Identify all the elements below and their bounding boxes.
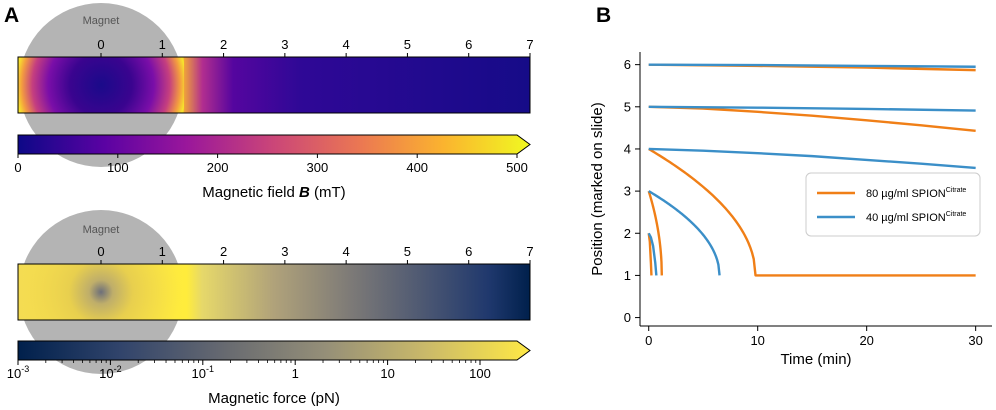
field-position-axis: 0 1 2 3 4 5 6 7: [97, 37, 534, 57]
field-colorbar-tick-label: 500: [506, 160, 528, 175]
chart-legend: 80 µg/ml SPIONCitrate 40 µg/ml SPIONCitr…: [805, 172, 981, 237]
position-tick-label: 3: [281, 244, 288, 259]
legend-label-80: 80 µg/ml SPIONCitrate: [866, 187, 966, 200]
field-panel: Magnet 0 1 2 3 4 5 6 7 0 100 200 300 400 500 Magneti…: [14, 3, 534, 201]
field-colorbar: 0 100 200 300 400 500 Magnetic field B (mT): [14, 134, 531, 201]
field-strip-frame: [17, 56, 531, 114]
force-colorbar-tick-label: 10-2: [99, 364, 121, 381]
force-colorbar-tick-label: 100: [469, 366, 491, 381]
force-panel: Magnet 0 1 2 3 4 5 6 7 10-3 10-2 10-1 1 10 100 Magne…: [7, 210, 534, 407]
force-strip-magnet-spot: [21, 264, 181, 320]
panel-label-b: B: [596, 4, 611, 27]
position-tick-label: 5: [404, 244, 411, 259]
field-strip-magnet-spot: [18, 57, 184, 113]
force-colorbar-tick-label: 1: [292, 366, 299, 381]
position-tick-label: 1: [159, 244, 166, 259]
chart-ticks: 0 10 20 30 0 1 2 3 4 5 6: [624, 57, 983, 348]
position-tick-label: 7: [526, 37, 533, 52]
series-line: [648, 63, 976, 68]
series-line: [648, 190, 721, 276]
series-line: [647, 232, 658, 276]
field-colorbar-tick-label: 0: [14, 160, 21, 175]
panel-label-a: A: [4, 4, 19, 27]
y-tick-label: 3: [624, 184, 631, 199]
magnet-label-bottom: Magnet: [83, 224, 120, 236]
field-colorbar-tick-label: 300: [307, 160, 329, 175]
y-tick-label: 0: [624, 310, 631, 325]
force-colorbar-label: Magnetic force (pN): [208, 390, 340, 407]
position-tick-label: 2: [220, 244, 227, 259]
y-axis-label: Position (marked on slide): [589, 102, 606, 275]
series-line: [648, 147, 976, 170]
force-colorbar-tick-label: 10-1: [192, 364, 214, 381]
x-tick-label: 10: [750, 333, 764, 348]
force-colorbar-bar: [17, 340, 531, 361]
position-tick-label: 3: [281, 37, 288, 52]
force-colorbar: 10-3 10-2 10-1 1 10 100 Magnetic force (pN): [7, 340, 531, 407]
y-tick-label: 2: [624, 226, 631, 241]
position-tick-label: 0: [97, 37, 104, 52]
field-colorbar-bar: [17, 134, 531, 155]
position-tick-label: 4: [343, 244, 350, 259]
y-tick-label: 1: [624, 268, 631, 283]
position-tick-label: 1: [159, 37, 166, 52]
position-tick-label: 0: [97, 244, 104, 259]
series-line: [647, 233, 653, 276]
force-colorbar-tick-label: 10: [380, 366, 394, 381]
field-colorbar-ticks: 0 100 200 300 400 500: [14, 154, 528, 175]
y-tick-label: 4: [624, 141, 631, 156]
chart-series: [647, 63, 976, 277]
series-line: [647, 190, 663, 276]
y-tick-label: 5: [624, 99, 631, 114]
x-tick-label: 30: [968, 333, 982, 348]
position-tick-label: 5: [404, 37, 411, 52]
legend-label-40: 40 µg/ml SPIONCitrate: [866, 211, 966, 224]
field-colorbar-tick-label: 100: [107, 160, 129, 175]
position-chart: 0 10 20 30 0 1 2 3 4 5 6 Time (min) Position (mark…: [589, 52, 992, 368]
y-tick-label: 6: [624, 57, 631, 72]
field-colorbar-tick-label: 200: [207, 160, 229, 175]
series-line: [648, 105, 976, 112]
chart-axes: [639, 52, 992, 327]
position-tick-label: 7: [526, 244, 533, 259]
x-axis-label: Time (min): [780, 351, 851, 368]
field-colorbar-label: Magnetic field B (mT): [202, 184, 345, 201]
field-colorbar-tick-label: 400: [406, 160, 428, 175]
force-colorbar-ticks: 10-3 10-2 10-1 1 10 100: [7, 360, 491, 381]
force-position-axis: 0 1 2 3 4 5 6 7: [97, 244, 534, 264]
x-tick-label: 0: [645, 333, 652, 348]
position-tick-label: 2: [220, 37, 227, 52]
position-tick-label: 4: [343, 37, 350, 52]
position-tick-label: 6: [465, 244, 472, 259]
x-tick-label: 20: [859, 333, 873, 348]
series-line: [648, 147, 976, 277]
force-colorbar-tick-label: 10-3: [7, 364, 29, 381]
magnet-label-top: Magnet: [83, 15, 120, 27]
position-tick-label: 6: [465, 37, 472, 52]
force-strip-frame: [17, 263, 531, 321]
legend-box: [805, 172, 981, 237]
series-line: [648, 105, 976, 133]
